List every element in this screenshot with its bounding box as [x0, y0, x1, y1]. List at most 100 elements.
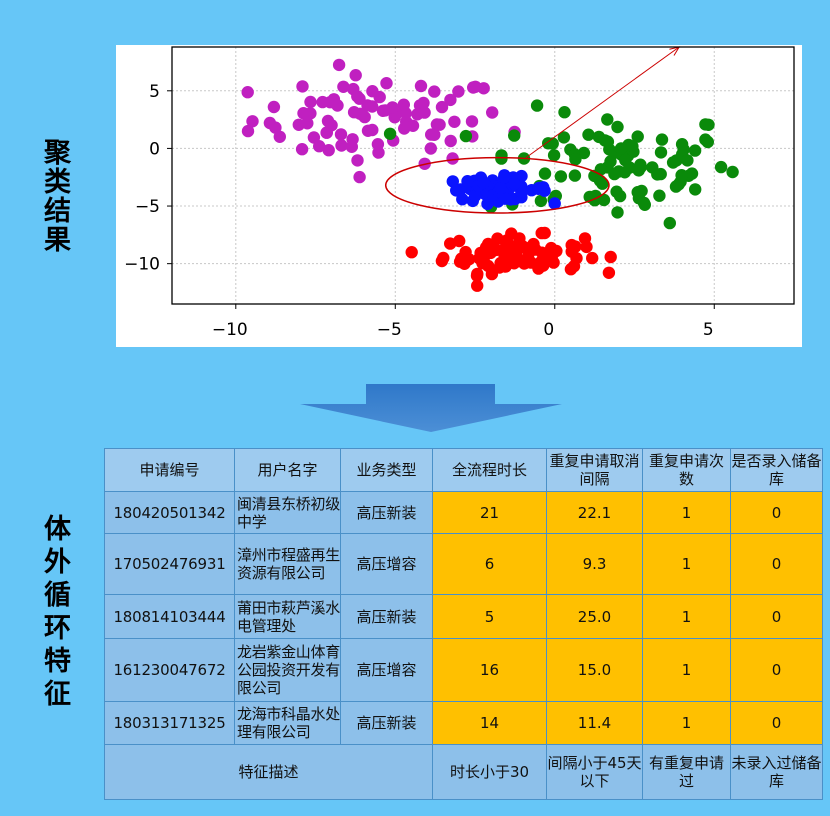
scatter-point: [366, 100, 379, 113]
scatter-point: [353, 170, 366, 184]
scatter-point: [469, 80, 482, 93]
scatter-point: [452, 85, 465, 98]
scatter-point: [263, 116, 277, 130]
scatter-point: [608, 167, 621, 181]
feature-duration-desc: 时长小于30: [432, 744, 547, 800]
scatter-point: [631, 130, 644, 143]
scatter-point: [542, 249, 555, 263]
scatter-point: [508, 177, 521, 190]
cell-cancel-interval: 22.1: [546, 491, 643, 534]
scatter-point: [304, 95, 317, 109]
scatter-point: [486, 106, 499, 119]
table-row: 170502476931 漳州市程盛再生资源有限公司 高压增容 6 9.3 1 …: [104, 533, 823, 595]
scatter-point: [461, 175, 474, 188]
scatter-point: [424, 142, 437, 155]
scatter-point: [267, 100, 281, 114]
cell-reserve-entry: 0: [730, 701, 823, 745]
scatter-point: [597, 193, 611, 207]
scatter-point: [332, 58, 346, 72]
scatter-point: [568, 169, 582, 182]
scatter-point: [654, 146, 668, 159]
scatter-point: [527, 237, 540, 251]
scatter-point: [296, 80, 309, 93]
cell-business-type: 高压增容: [340, 533, 433, 595]
scatter-point: [602, 266, 616, 279]
table-row: 180814103444 莆田市萩芦溪水电管理处 高压新装 5 25.0 1 0: [104, 594, 823, 639]
scatter-point: [469, 189, 482, 203]
scatter-point: [688, 144, 702, 157]
scatter-point: [477, 248, 490, 261]
scatter-point: [504, 193, 517, 206]
scatter-point: [610, 185, 623, 198]
scatter-point: [446, 152, 459, 165]
scatter-point: [324, 96, 337, 109]
scatter-point: [366, 123, 379, 137]
scatter-point: [569, 240, 582, 253]
scatter-point: [337, 80, 350, 93]
cell-application-id: 180313171325: [104, 701, 235, 745]
scatter-point: [313, 140, 326, 153]
cell-business-type: 高压新装: [340, 594, 433, 639]
cell-application-id: 170502476931: [104, 533, 235, 595]
cell-user-name: 龙岩紫金山体育公园投资开发有限公司: [234, 638, 341, 702]
scatter-point: [241, 86, 254, 99]
scatter-point: [491, 232, 504, 245]
scatter-point: [557, 131, 571, 144]
scatter-point: [651, 168, 664, 181]
scatter-point: [530, 99, 544, 112]
scatter-point: [601, 135, 615, 148]
scatter-point: [663, 216, 676, 230]
cell-user-name: 闽清县东桥初级中学: [234, 491, 341, 534]
cell-repeat-count: 1: [642, 701, 731, 745]
table-header-row: 申请编号 用户名字 业务类型 全流程时长 重复申请取消间隔 重复申请次数 是否录…: [104, 448, 823, 492]
scatter-point: [301, 117, 314, 130]
scatter-point: [634, 161, 647, 174]
cell-total-duration: 5: [432, 594, 547, 639]
scatter-point: [335, 139, 348, 152]
cell-user-name: 龙海市科晶水处理有限公司: [234, 701, 341, 745]
header-cancel-interval: 重复申请取消间隔: [546, 448, 643, 492]
scatter-point: [320, 126, 333, 139]
cell-reserve-entry: 0: [730, 638, 823, 702]
scatter-point: [554, 170, 568, 183]
scatter-point: [459, 129, 473, 143]
scatter-point: [383, 127, 397, 140]
scatter-point: [538, 167, 552, 180]
scatter-point: [509, 239, 523, 253]
scatter-point: [500, 234, 513, 247]
scatter-point: [437, 251, 450, 265]
feature-reserve-desc: 未录入过储备库: [730, 744, 823, 800]
scatter-point: [273, 130, 286, 143]
scatter-point: [655, 133, 669, 146]
scatter-point: [495, 149, 508, 162]
feature-interval-desc: 间隔小于45天以下: [546, 744, 643, 800]
scatter-point: [470, 269, 484, 282]
scatter-point: [493, 261, 506, 274]
scatter-point: [321, 114, 335, 128]
scatter-point: [508, 129, 521, 142]
cell-repeat-count: 1: [642, 638, 731, 702]
cell-total-duration: 16: [432, 638, 547, 702]
scatter-point: [594, 163, 608, 176]
scatter-point: [494, 182, 507, 195]
scatter-point: [428, 85, 441, 98]
header-business-type: 业务类型: [340, 448, 433, 492]
cell-repeat-count: 1: [642, 491, 731, 534]
table-row: 180420501342 闽清县东桥初级中学 高压新装 21 22.1 1 0: [104, 491, 823, 534]
scatter-point: [414, 79, 428, 93]
cell-cancel-interval: 25.0: [546, 594, 643, 639]
scatter-point: [433, 118, 446, 131]
scatter-point: [653, 189, 666, 202]
table-footer-row: 特征描述 时长小于30 间隔小于45天以下 有重复申请过 未录入过储备库: [104, 744, 823, 800]
scatter-point: [425, 128, 438, 141]
scatter-point: [542, 137, 555, 150]
scatter-point: [675, 169, 688, 182]
scatter-point: [619, 154, 632, 167]
scatter-point: [450, 184, 463, 197]
y-tick-label: 5: [149, 82, 160, 102]
scatter-point: [405, 246, 418, 259]
feature-description-label: 特征描述: [104, 744, 433, 800]
scatter-point: [297, 107, 310, 120]
scatter-point: [515, 185, 528, 199]
feature-repeat-desc: 有重复申请过: [642, 744, 731, 800]
